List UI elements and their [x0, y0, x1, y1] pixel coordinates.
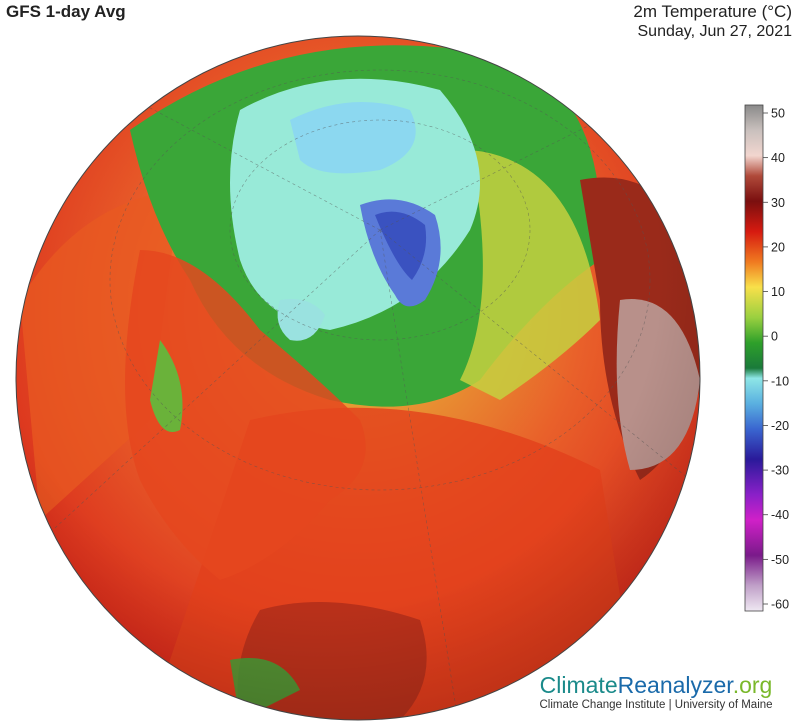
legend-tick-label: -60: [771, 598, 789, 612]
legend-tick-label: -30: [771, 464, 789, 478]
globe: [16, 36, 700, 720]
temperature-legend: 50 40 30 20 10 0 -10 -20 -30 -40 -50 -60: [744, 104, 789, 612]
legend-tick-label: 10: [771, 285, 785, 299]
legend-tick-label: -20: [771, 419, 789, 433]
legend-tick-label: 50: [771, 107, 785, 121]
legend-tick-label: 40: [771, 151, 785, 165]
legend-tick-label: -50: [771, 553, 789, 567]
header-right: 2m Temperature (°C) Sunday, Jun 27, 2021: [633, 2, 792, 41]
legend-tick-label: -40: [771, 508, 789, 522]
legend-tick-label: 0: [771, 330, 778, 344]
legend-colorbar: [744, 104, 764, 612]
brand-block: ClimateReanalyzer.org Climate Change Ins…: [526, 672, 786, 711]
brand-org: .org: [732, 672, 773, 698]
legend-tick-label: -10: [771, 374, 789, 388]
legend-tick-label: 30: [771, 196, 785, 210]
brand-logo[interactable]: ClimateReanalyzer.org: [526, 672, 786, 698]
variable-title: 2m Temperature (°C): [633, 2, 792, 21]
brand-climate: Climate: [539, 672, 618, 698]
date-label: Sunday, Jun 27, 2021: [637, 23, 793, 40]
brand-tagline: Climate Change Institute | University of…: [539, 699, 773, 711]
legend-tick-label: 20: [771, 240, 785, 254]
brand-reanalyzer: Reanalyzer: [617, 672, 733, 698]
model-title: GFS 1-day Avg: [6, 2, 126, 21]
